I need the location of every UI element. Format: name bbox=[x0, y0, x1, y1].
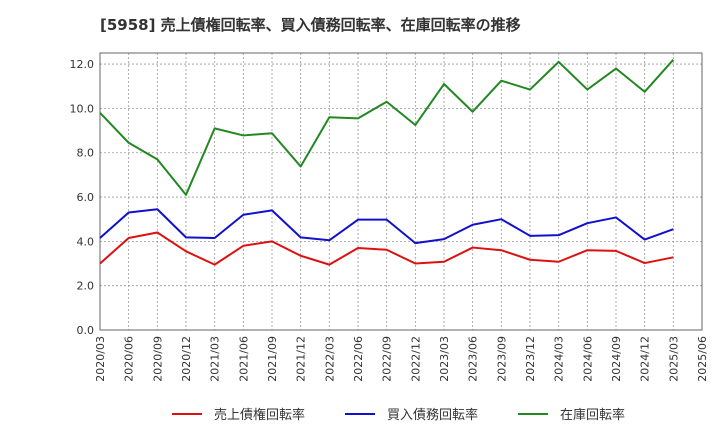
y-tick-label: 2.0 bbox=[77, 280, 95, 293]
grid-layer bbox=[99, 53, 703, 331]
y-tick-label: 6.0 bbox=[77, 191, 95, 204]
x-tick-label: 2023/09 bbox=[495, 336, 508, 382]
x-tick-label: 2020/09 bbox=[151, 336, 164, 382]
x-tick-label: 2024/03 bbox=[553, 336, 566, 382]
x-tick-label: 2022/06 bbox=[352, 336, 365, 382]
x-tick-label: 2021/06 bbox=[237, 336, 250, 382]
x-tick-label: 2023/03 bbox=[438, 336, 451, 382]
y-tick-label: 10.0 bbox=[70, 102, 95, 115]
x-tick-label: 2024/06 bbox=[581, 336, 594, 382]
series-line-1 bbox=[99, 231, 674, 266]
y-axis: 0.0 2.0 4.0 6.0 8.0 10.0 12.0 bbox=[70, 58, 95, 337]
x-axis: 2020/03 2020/06 2020/09 2020/12 2021/03 2021/… bbox=[94, 336, 709, 382]
legend-label-2: 買入債務回転率 bbox=[387, 407, 478, 423]
x-tick-label: 2024/12 bbox=[639, 336, 652, 382]
x-tick-label: 2020/03 bbox=[94, 336, 107, 382]
y-tick-label: 8.0 bbox=[77, 147, 95, 160]
legend-label-1: 売上債権回転率 bbox=[214, 407, 305, 423]
series-line-3 bbox=[99, 58, 675, 196]
x-tick-label: 2024/09 bbox=[610, 336, 623, 382]
y-tick-label: 12.0 bbox=[70, 58, 95, 71]
x-tick-label: 2023/12 bbox=[524, 336, 537, 382]
series-line-2 bbox=[99, 208, 674, 245]
x-tick-label: 2023/06 bbox=[467, 336, 480, 382]
x-tick-label: 2021/12 bbox=[295, 336, 308, 382]
x-tick-label: 2022/12 bbox=[409, 336, 422, 382]
x-tick-label: 2020/12 bbox=[180, 336, 193, 382]
y-tick-label: 0.0 bbox=[77, 324, 95, 337]
chart-title: [5958] 売上債権回転率、買入債務回転率、在庫回転率の推移 bbox=[100, 16, 521, 34]
x-tick-label: 2025/03 bbox=[667, 336, 680, 382]
y-tick-label: 4.0 bbox=[77, 235, 95, 248]
x-tick-label: 2020/06 bbox=[123, 336, 136, 382]
x-tick-label: 2025/06 bbox=[696, 336, 709, 382]
x-tick-label: 2022/03 bbox=[323, 336, 336, 382]
x-tick-label: 2021/03 bbox=[209, 336, 222, 382]
legend: 売上債権回転率 買入債務回転率 在庫回転率 bbox=[172, 407, 625, 423]
series-layer bbox=[99, 58, 675, 266]
x-tick-label: 2022/09 bbox=[381, 336, 394, 382]
plot-frame bbox=[99, 52, 703, 331]
x-tick-label: 2021/09 bbox=[266, 336, 279, 382]
legend-label-3: 在庫回転率 bbox=[560, 407, 625, 423]
